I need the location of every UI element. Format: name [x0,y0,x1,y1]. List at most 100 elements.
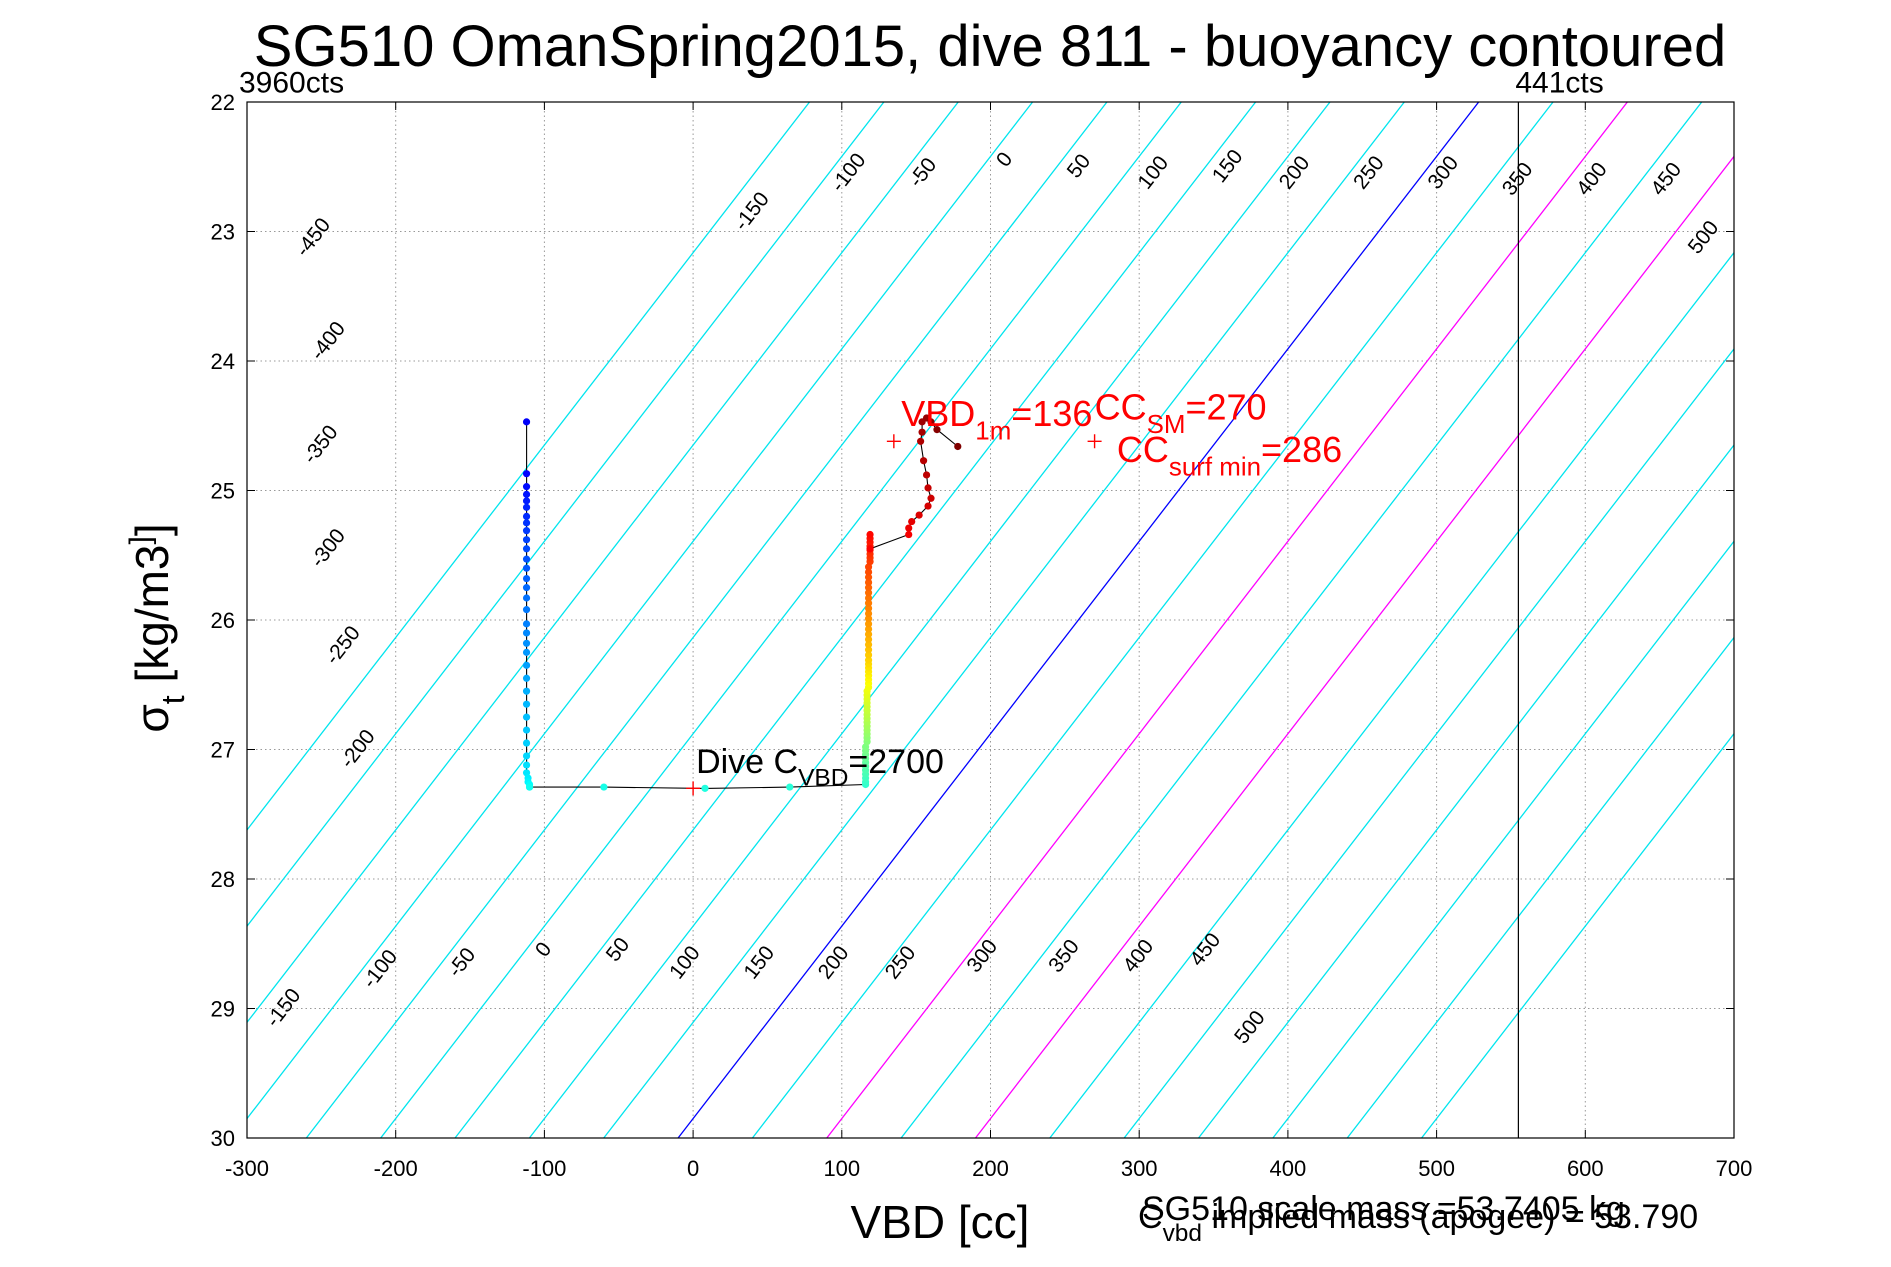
contour-label: -250 [321,622,365,669]
profile-point [522,527,531,535]
contour-label: 350 [1498,158,1538,200]
profile-point [522,418,531,426]
profile-point [864,599,873,607]
contour-label: 450 [1186,929,1226,971]
profile-point [522,648,531,656]
contour-line [247,102,1034,1120]
reference-marker [1087,434,1102,449]
profile-point [864,641,873,649]
contour-line [247,102,811,831]
grid [247,102,1734,1138]
x-tick-label: 300 [1121,1156,1158,1181]
y-tick-label: 30 [211,1126,235,1151]
contour-label: -450 [291,214,335,261]
contour-label: 150 [1208,145,1248,187]
contour-label: 300 [1423,152,1463,194]
profile-point [933,426,941,434]
profile-point [522,470,531,478]
profile-point [915,511,923,519]
profile-point [917,437,925,445]
contour-line [974,155,1734,1138]
profile-point [522,594,531,602]
x-axis-label: VBD [cc] [851,1196,1030,1248]
profile-point [924,502,932,510]
implied-mass-note: Cvbd implied mass (apogee) = 53.790 [1138,1198,1698,1247]
contour-line [751,102,1554,1138]
profile-point [522,503,531,511]
x-tick-label: 700 [1716,1156,1753,1181]
contour-label: 500 [1684,216,1724,258]
y-tick-label: 28 [211,867,235,892]
x-tick-label: 100 [823,1156,860,1181]
profile-point [864,620,873,628]
contour-line [1272,540,1734,1138]
profile-point [864,656,873,664]
contour-label: 0 [992,148,1017,171]
profile-point [954,442,962,451]
profile-point [522,555,531,563]
x-tick-label: 400 [1270,1156,1307,1181]
axes: -300 -200 -100 0 100 200 300 400 500 600 700222324… [211,90,1753,1181]
y-tick-label: 25 [211,479,235,504]
x-tick-label: -300 [225,1156,269,1181]
vbd-limit-label: 441cts [1515,67,1603,100]
profile-point [922,471,931,479]
contour-line [826,102,1628,1138]
contour-label: 200 [814,942,854,984]
profile-point [522,536,531,544]
contour-label: -200 [336,725,380,772]
x-tick-label: -200 [374,1156,418,1181]
profile-point [786,783,794,791]
profile-point [918,428,926,436]
contour-line [305,102,1108,1138]
contour-line [454,102,1257,1138]
vbd-1m-annotation: VBD1m=136 [901,393,1092,446]
contour-line [247,102,959,1024]
profile-point [522,752,531,760]
contour-line [247,102,885,928]
contour-line [1198,444,1734,1138]
reference-markers [686,434,1102,796]
profile-point [522,620,531,628]
profile-point [701,784,709,792]
profile-point [522,713,531,721]
contour-label: -300 [306,525,350,572]
y-tick-label: 29 [211,997,235,1022]
contour-label: -350 [299,421,343,468]
y-axis-label: σt [kg/m3]] [124,523,191,732]
x-tick-label: 600 [1567,1156,1604,1181]
profile-point [864,625,873,633]
cc-sm-annotation: CCSM=270 [1095,386,1267,439]
contour-label: 200 [1275,152,1315,194]
profile-point [522,739,531,747]
profile-point [522,497,531,505]
profile-point [522,661,531,669]
x-tick-label: 0 [687,1156,699,1181]
profile-point [919,457,928,465]
contour-label: 100 [1133,152,1173,194]
profile-point [522,726,531,734]
profile-point [864,609,873,618]
cc-surf-min-annotation: CCsurf min=286 [1117,429,1342,482]
profile-point [522,512,531,521]
profile-point [522,490,531,498]
implied-mass-text: Cvbd implied mass (apogee) = 53.790 [1138,1198,1698,1247]
contour-label: -150 [730,188,774,235]
y-tick-label: 23 [211,220,235,245]
profile-point [864,615,873,623]
profile-point [864,573,873,581]
profile-point [905,524,913,532]
profile-point [864,594,873,602]
y-tick-label: 27 [211,738,235,763]
scale-mass-note: SG510 scale mass =53.7405 kg [1142,1190,1625,1228]
profile-point [522,674,531,682]
contour-label: 400 [1572,158,1612,200]
profile-point [522,483,531,491]
profile-point [866,530,874,539]
reference-marker [686,781,701,796]
profile-point [864,651,873,659]
contour-label: 50 [602,933,635,966]
contour-label: 250 [1349,152,1389,194]
contour-line [1346,636,1734,1138]
